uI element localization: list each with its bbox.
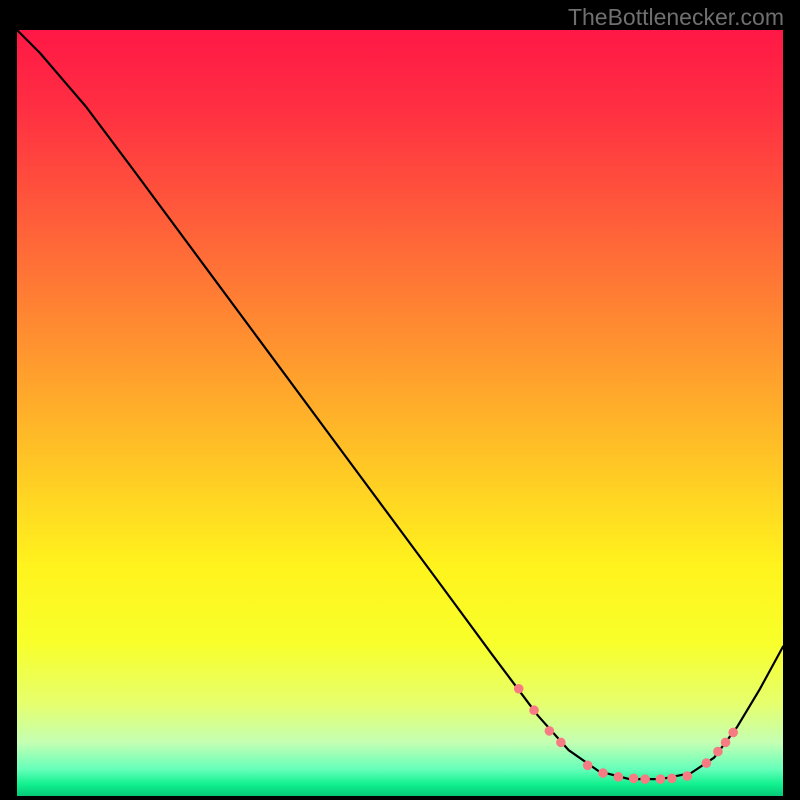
gradient-background — [17, 30, 783, 796]
curve-marker — [667, 774, 677, 784]
curve-marker — [556, 738, 566, 748]
curve-marker — [583, 761, 593, 771]
curve-marker — [656, 774, 666, 784]
curve-marker — [598, 768, 608, 778]
curve-marker — [713, 747, 723, 757]
curve-marker — [728, 728, 738, 738]
curve-marker — [702, 758, 712, 768]
plot-svg — [17, 30, 783, 796]
curve-marker — [545, 726, 555, 736]
curve-marker — [529, 705, 539, 715]
curve-marker — [721, 738, 731, 748]
watermark-text: TheBottlenecker.com — [568, 4, 784, 31]
curve-marker — [640, 774, 650, 784]
curve-marker — [629, 774, 639, 784]
curve-marker — [682, 771, 692, 781]
chart-canvas: TheBottlenecker.com — [0, 0, 800, 800]
plot-area — [17, 30, 783, 796]
curve-marker — [514, 684, 524, 694]
curve-marker — [614, 772, 624, 782]
